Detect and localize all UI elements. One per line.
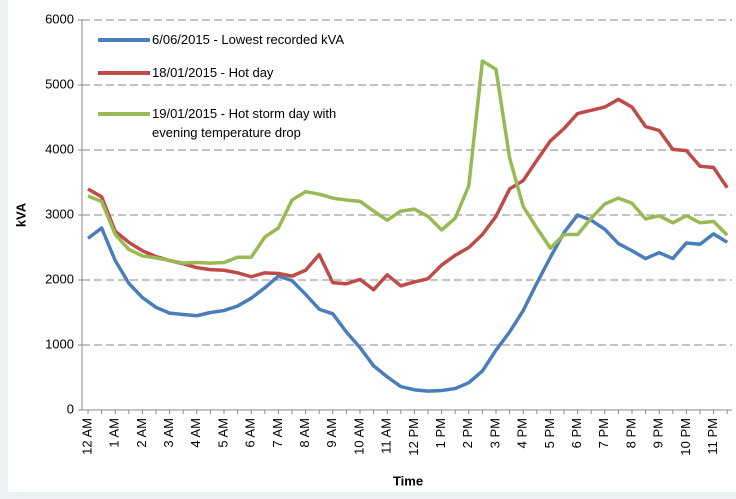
x-tick-label: 2 PM [460,418,475,448]
x-tick-label: 6 AM [243,418,258,448]
y-tick-label: 0 [67,401,74,416]
x-tick-label: 1 PM [433,418,448,448]
legend-label: 19/01/2015 - Hot storm day with evening … [152,106,337,140]
x-tick-label: 10 PM [678,418,693,456]
x-tick-label: 5 AM [215,418,230,448]
y-tick-label: 4000 [45,141,74,156]
x-tick-label: 8 PM [623,418,638,448]
legend-swatch [98,112,150,116]
x-tick-label: 12 AM [79,418,94,455]
x-tick-label: 3 AM [161,418,176,448]
line-series [87,97,729,292]
x-tick-label: 12 PM [406,418,421,456]
chart: kVA Time 0 1000 2000 3000 4000 5000 6000 12 AM 1… [13,11,732,488]
x-tick-label: 9 AM [324,418,339,448]
y-tick-label: 1000 [45,336,74,351]
x-tick-label: 11 AM [379,418,394,454]
legend-entry: 6/06/2015 - Lowest recorded kVA [98,30,344,49]
y-tick-label: 3000 [45,206,74,221]
chart-area: kVA Time 0 1000 2000 3000 4000 5000 6000 12 AM 1… [8,0,736,492]
y-tick-label: 2000 [45,271,74,286]
line-series [87,59,729,265]
x-tick-label: 11 PM [705,418,720,455]
x-tick-label: 8 AM [297,418,312,448]
line-series [86,213,729,393]
y-tick-label: 5000 [45,76,74,91]
y-axis-label: kVA [13,202,28,227]
x-tick-label: 4 AM [188,418,203,448]
x-axis-label: Time [393,473,423,488]
y-tick-label: 6000 [45,11,74,26]
legend-entry: 19/01/2015 - Hot storm day with evening … [98,104,382,142]
x-tick-label: 10 AM [351,418,366,455]
legend-entry: 18/01/2015 - Hot day [98,63,273,82]
x-tick-label: 6 PM [569,418,584,448]
legend-label: 18/01/2015 - Hot day [152,65,274,80]
x-tick-label: 9 PM [651,418,666,448]
x-tick-label: 5 PM [542,418,557,448]
legend-swatch [98,38,150,42]
x-tick-label: 7 AM [270,418,285,448]
x-tick-label: 4 PM [515,418,530,448]
x-tick-label: 2 AM [134,418,149,448]
x-tick-label: 3 PM [487,418,502,448]
x-tick-label: 7 PM [596,418,611,448]
legend-swatch [98,71,150,75]
legend-label: 6/06/2015 - Lowest recorded kVA [152,32,344,47]
x-tick-label: 1 AM [107,418,122,448]
